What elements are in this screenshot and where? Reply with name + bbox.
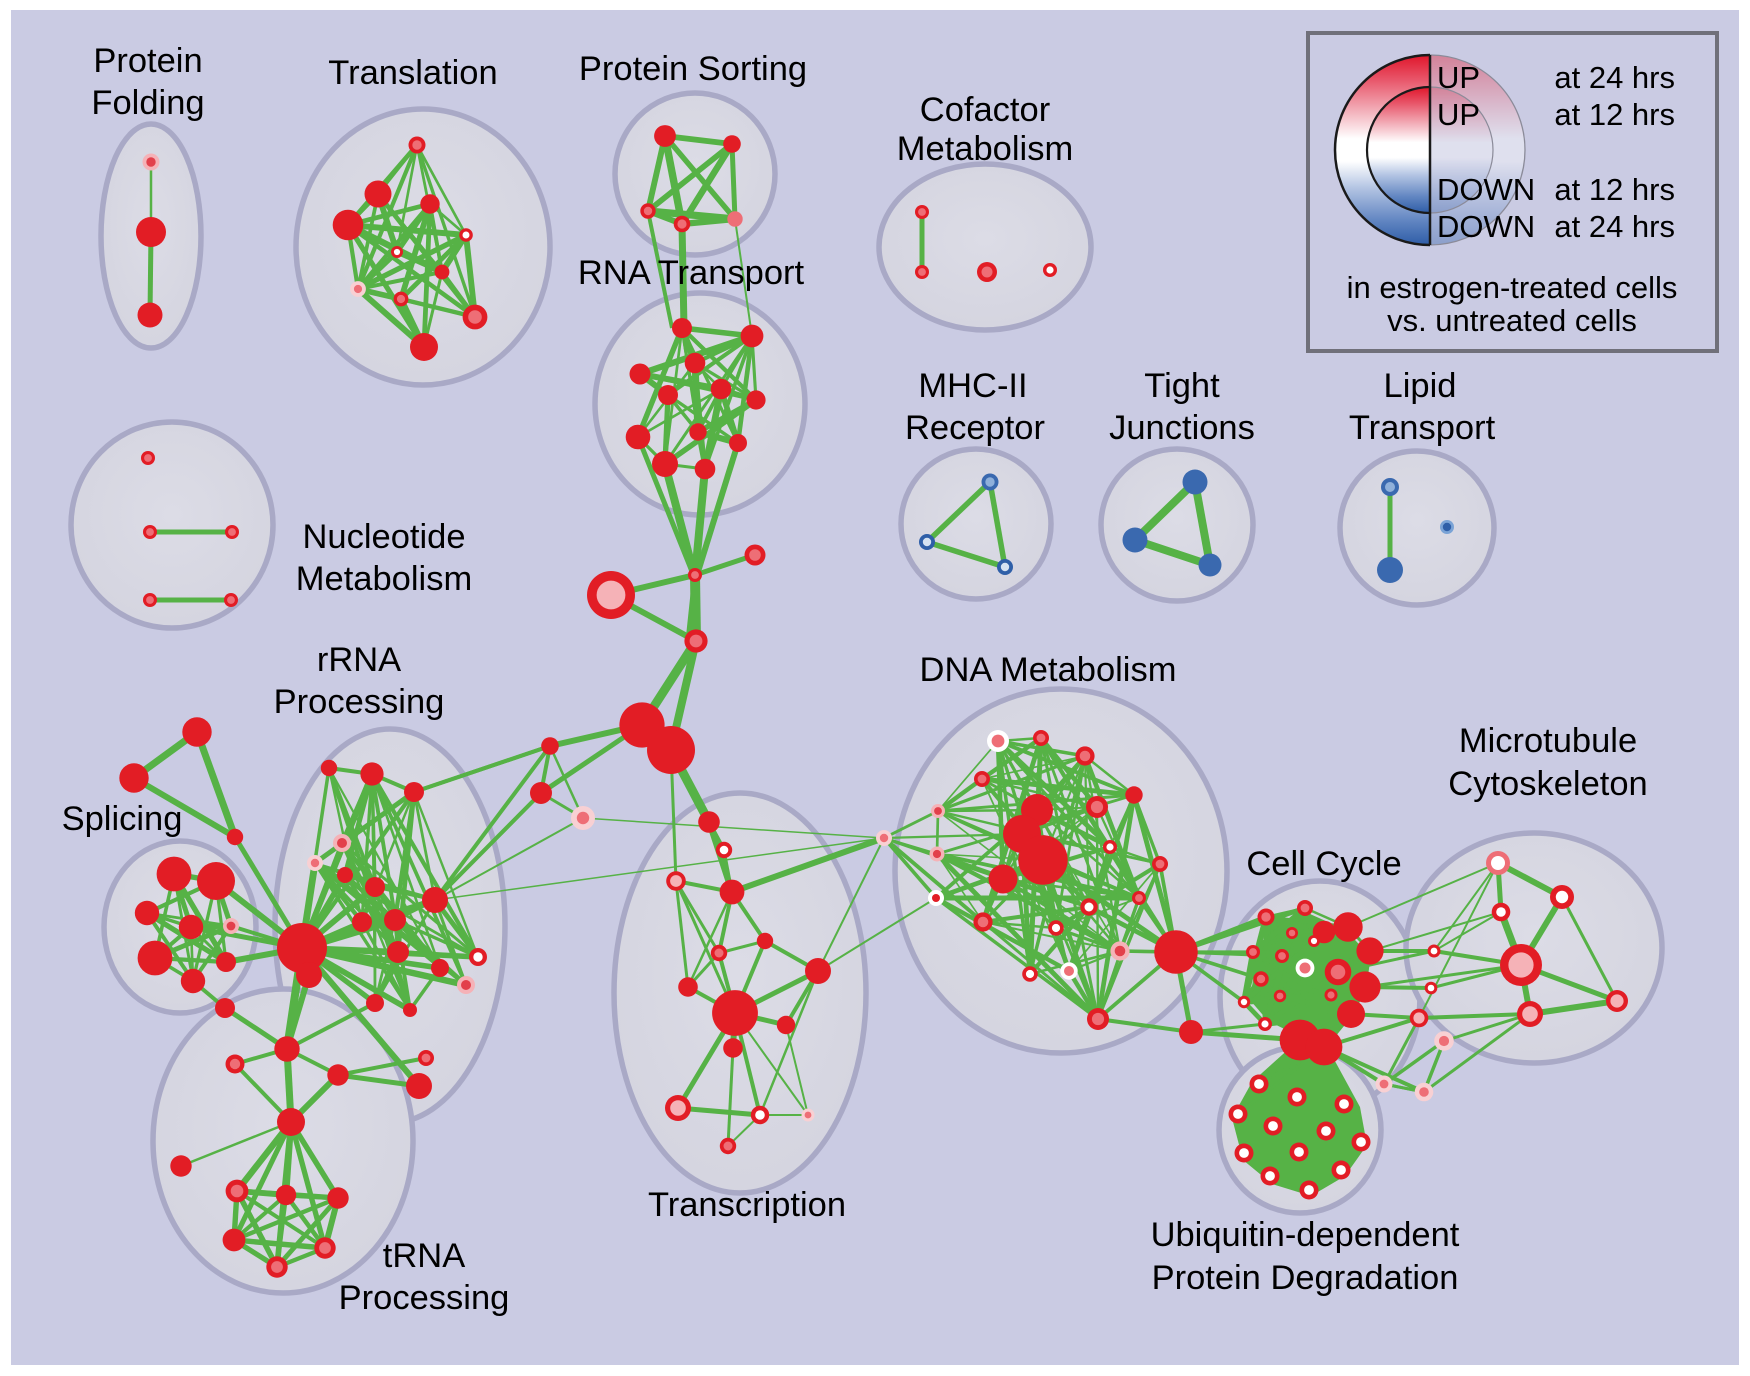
svg-text:Cofactor: Cofactor <box>920 91 1050 129</box>
svg-text:Protein: Protein <box>93 42 202 80</box>
svg-text:rRNA: rRNA <box>317 641 401 679</box>
svg-text:Metabolism: Metabolism <box>296 560 472 598</box>
svg-text:Cell Cycle: Cell Cycle <box>1246 845 1401 883</box>
svg-text:Protein Degradation: Protein Degradation <box>1152 1259 1459 1297</box>
svg-text:Receptor: Receptor <box>905 409 1045 447</box>
svg-text:Nucleotide: Nucleotide <box>302 518 465 556</box>
svg-text:DNA Metabolism: DNA Metabolism <box>920 651 1177 689</box>
svg-text:at 24 hrs: at 24 hrs <box>1554 209 1675 244</box>
svg-text:Lipid: Lipid <box>1384 367 1457 405</box>
svg-text:in estrogen-treated cells: in estrogen-treated cells <box>1347 270 1678 305</box>
svg-text:Processing: Processing <box>274 683 445 721</box>
svg-text:Microtubule: Microtubule <box>1459 722 1637 760</box>
svg-text:RNA Transport: RNA Transport <box>578 254 805 292</box>
svg-text:Tight: Tight <box>1144 367 1220 405</box>
svg-text:Junctions: Junctions <box>1109 409 1255 447</box>
svg-text:Ubiquitin-dependent: Ubiquitin-dependent <box>1151 1216 1460 1254</box>
svg-text:DOWN: DOWN <box>1437 172 1535 207</box>
svg-text:Transport: Transport <box>1349 409 1496 447</box>
svg-text:DOWN: DOWN <box>1437 209 1535 244</box>
svg-text:at 12 hrs: at 12 hrs <box>1554 172 1675 207</box>
svg-text:Translation: Translation <box>328 54 497 92</box>
svg-text:Cytoskeleton: Cytoskeleton <box>1448 765 1647 803</box>
svg-text:at 12 hrs: at 12 hrs <box>1554 97 1675 132</box>
svg-text:Protein Sorting: Protein Sorting <box>579 50 807 88</box>
svg-text:at 24 hrs: at 24 hrs <box>1554 60 1675 95</box>
svg-text:Transcription: Transcription <box>648 1186 846 1224</box>
svg-text:Folding: Folding <box>91 84 204 122</box>
svg-text:Metabolism: Metabolism <box>897 130 1073 168</box>
svg-text:MHC-II: MHC-II <box>918 367 1027 405</box>
svg-text:UP: UP <box>1437 60 1480 95</box>
svg-text:vs. untreated cells: vs. untreated cells <box>1387 303 1637 338</box>
svg-text:Processing: Processing <box>339 1279 510 1317</box>
svg-text:tRNA: tRNA <box>383 1237 465 1275</box>
svg-text:Splicing: Splicing <box>62 800 183 838</box>
svg-text:UP: UP <box>1437 97 1480 132</box>
